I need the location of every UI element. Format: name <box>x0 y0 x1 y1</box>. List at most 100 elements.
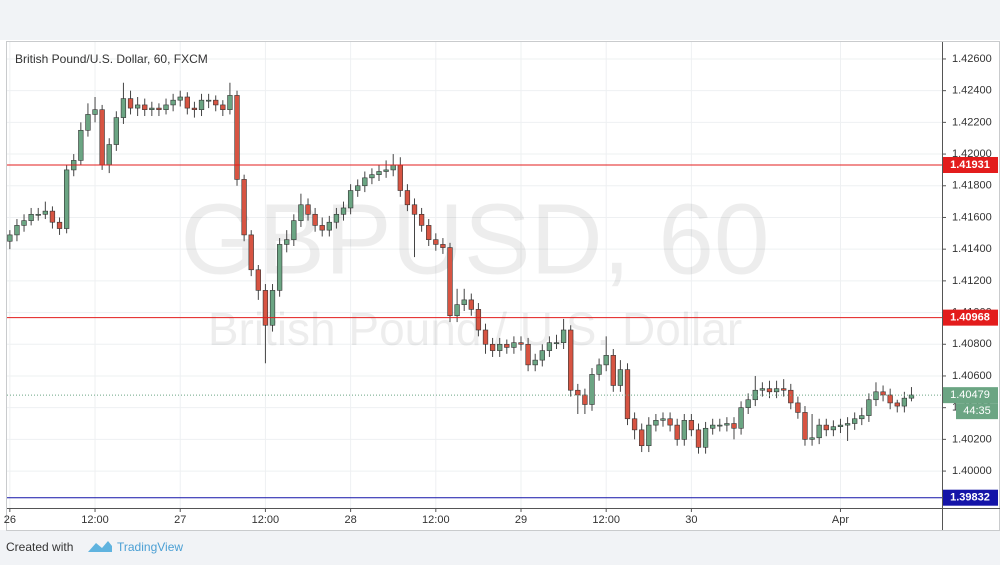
candle-body <box>149 107 155 110</box>
candle-body <box>56 221 63 229</box>
candle-body <box>418 213 425 226</box>
footer-band <box>0 530 1000 565</box>
candle-body <box>92 109 98 115</box>
candle-body <box>163 104 169 110</box>
candle-body <box>369 174 375 179</box>
candle-body <box>575 389 581 396</box>
candle-body <box>539 350 545 361</box>
candle-body <box>639 429 645 447</box>
candle-body <box>234 95 240 180</box>
candle-body <box>454 304 460 317</box>
candle-body <box>795 402 801 413</box>
candle-body <box>568 329 574 391</box>
candle-body <box>440 244 446 248</box>
candle-body <box>461 299 467 305</box>
candle-body <box>866 399 872 416</box>
candle-body <box>447 247 453 317</box>
x-tick-label: 26 <box>4 514 16 526</box>
candle-body <box>85 114 91 131</box>
candle-body <box>205 99 212 102</box>
candle-body <box>901 397 908 407</box>
candle-body <box>759 388 766 391</box>
candle-body <box>887 394 893 404</box>
candle-body <box>376 171 382 175</box>
candle-body <box>120 98 127 118</box>
candle-body <box>291 220 297 240</box>
top-band <box>0 0 1000 40</box>
countdown-box <box>956 403 998 420</box>
candle-body <box>340 207 347 215</box>
candle-body <box>397 164 403 191</box>
watermark-subtitle: British Pound / U.S. Dollar <box>208 303 742 355</box>
x-tick-label: 27 <box>174 514 186 526</box>
y-tick-label: 1.42200 <box>952 116 992 128</box>
level-label: 1.41931 <box>950 159 990 171</box>
candle-body <box>660 418 666 421</box>
y-tick-label: 1.40800 <box>952 338 992 350</box>
candle-body <box>113 117 119 145</box>
countdown-label: 44:35 <box>963 405 991 417</box>
candle-body <box>596 364 602 375</box>
candle-body <box>731 423 737 429</box>
candle-body <box>546 342 553 351</box>
candle-body <box>653 420 659 426</box>
candle-body <box>504 343 510 348</box>
candle-body <box>816 424 822 439</box>
chart-title: British Pound/U.S. Dollar, 60, FXCM <box>15 52 208 66</box>
candle-body <box>269 290 276 326</box>
candle-body <box>42 210 48 215</box>
footer-brand[interactable]: TradingView <box>117 540 183 554</box>
level-label: 1.39832 <box>950 492 990 504</box>
candle-body <box>837 424 844 427</box>
x-tick-label: 29 <box>515 514 527 526</box>
candle-body <box>468 299 474 310</box>
plot <box>7 82 942 499</box>
candle-body <box>362 177 368 187</box>
candle-body <box>859 415 865 420</box>
x-tick-label: 12:00 <box>252 514 280 526</box>
candle-body <box>681 420 687 440</box>
y-tick-label: 1.41200 <box>952 275 992 287</box>
x-tick-label: 12:00 <box>592 514 620 526</box>
y-tick-label: 1.40200 <box>952 433 992 445</box>
candle-body <box>383 169 389 172</box>
level-label: 1.40968 <box>950 312 990 324</box>
candle-body <box>220 104 226 110</box>
y-tick-label: 1.41400 <box>952 243 992 255</box>
candle-body <box>489 343 496 351</box>
candle-body <box>589 374 595 405</box>
y-tick-label: 1.42400 <box>952 85 992 97</box>
x-tick-label: 12:00 <box>422 514 450 526</box>
candle-body <box>312 213 318 226</box>
level-label-box <box>943 309 998 326</box>
candle-body <box>213 99 219 106</box>
candle-body <box>497 343 503 351</box>
candle-body <box>7 234 13 242</box>
candle-body <box>745 399 751 408</box>
candle-body <box>667 418 673 426</box>
candle-body <box>142 104 148 110</box>
x-tick-label: 30 <box>685 514 697 526</box>
candle-body <box>404 190 411 206</box>
candle-body <box>28 213 34 221</box>
candle-body <box>788 389 794 404</box>
candle-body <box>752 389 758 401</box>
candle-body <box>908 394 915 399</box>
candle-body <box>646 424 652 447</box>
candle-body <box>475 309 482 331</box>
candle-body <box>35 213 41 216</box>
candle-body <box>326 221 332 231</box>
candle-body <box>518 342 524 345</box>
candle-body <box>241 179 247 236</box>
candle-body <box>276 244 283 291</box>
candle-body <box>511 342 517 348</box>
candle-body <box>610 355 616 386</box>
candle-body <box>284 239 290 245</box>
candle-body <box>830 426 837 431</box>
candle-body <box>426 225 432 240</box>
candle-body <box>390 164 396 171</box>
candle-body <box>305 204 311 215</box>
level-label-box <box>943 156 998 173</box>
candle-body <box>170 99 176 106</box>
